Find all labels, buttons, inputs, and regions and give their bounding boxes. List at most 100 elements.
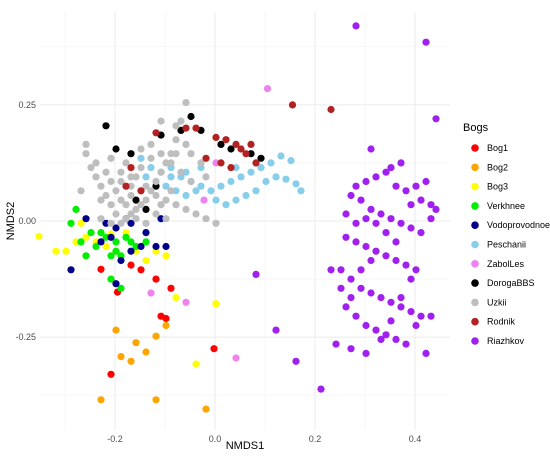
data-point-riazhkov [387, 298, 395, 306]
data-point-riazhkov [342, 210, 350, 218]
data-point-uzkii [197, 159, 205, 167]
data-point-bog1 [152, 275, 160, 283]
data-point-uzkii [92, 159, 100, 167]
data-point-riazhkov [252, 270, 260, 278]
data-point-riazhkov [372, 326, 380, 334]
data-point-peschanii [232, 164, 240, 172]
data-point-zabolles [147, 289, 155, 297]
data-point-riazhkov [357, 284, 365, 292]
data-point-uzkii [117, 196, 125, 204]
data-point-riazhkov [382, 168, 390, 176]
data-point-peschanii [297, 187, 305, 195]
data-point-riazhkov [367, 289, 375, 297]
data-point-riazhkov [347, 275, 355, 283]
data-point-riazhkov [347, 345, 355, 353]
data-point-riazhkov [352, 182, 360, 190]
data-point-bog1 [107, 370, 115, 378]
data-point-uzkii [202, 215, 210, 223]
data-point-bog3 [102, 242, 110, 251]
data-point-uzkii [107, 177, 115, 186]
data-point-peschanii [162, 182, 170, 190]
data-point-bog2 [112, 326, 120, 334]
data-point-uzkii [132, 215, 140, 223]
data-point-uzkii [127, 191, 135, 200]
data-point-riazhkov [432, 115, 440, 123]
data-point-uzkii [187, 177, 195, 186]
data-point-uzkii [152, 177, 160, 186]
data-point-uzkii [132, 173, 140, 181]
data-point-rodnik [212, 133, 220, 141]
data-point-vodoprovodnoe [112, 280, 120, 288]
legend-key-bog3 [471, 182, 479, 191]
data-point-riazhkov [392, 238, 400, 246]
data-point-uzkii [147, 187, 155, 195]
data-point-riazhkov [427, 201, 435, 209]
data-point-rodnik [137, 187, 145, 195]
data-point-verkhnee [67, 219, 75, 227]
data-point-rodnik [237, 145, 245, 153]
data-point-peschanii [287, 157, 295, 165]
x-axis-title: NMDS1 [226, 440, 265, 452]
data-point-bog2 [202, 405, 210, 413]
data-point-uzkii [172, 201, 180, 209]
legend-key-rodnik [471, 317, 479, 326]
legend-title: Bogs [463, 122, 489, 134]
legend-key-uzkii [471, 298, 479, 307]
data-point-bog1 [157, 312, 165, 320]
data-point-peschanii [197, 182, 205, 190]
data-point-bog3 [35, 232, 43, 240]
data-point-riazhkov [392, 335, 400, 343]
data-point-uzkii [172, 122, 180, 130]
data-point-uzkii [137, 164, 145, 172]
data-point-verkhnee [142, 238, 150, 246]
data-point-dorogabbs [217, 140, 225, 148]
data-point-uzkii [182, 99, 190, 107]
data-point-uzkii [132, 205, 140, 213]
data-point-riazhkov [342, 303, 350, 311]
data-point-verkhnee [132, 242, 140, 251]
data-point-bog3 [82, 233, 90, 241]
data-point-riazhkov [367, 205, 375, 213]
legend-label-vodoprovodnoe: Vodoprovodnoe [487, 220, 550, 230]
data-point-vodoprovodnoe [137, 242, 145, 251]
data-point-peschanii [222, 201, 230, 209]
data-point-riazhkov [377, 210, 385, 218]
data-point-riazhkov [417, 229, 425, 237]
data-point-dorogabbs [142, 205, 150, 213]
x-tick-labels: -0.2 0.0 0.2 0.4 [107, 434, 421, 444]
data-point-peschanii [267, 159, 275, 167]
data-point-uzkii [142, 219, 150, 227]
data-point-riazhkov [357, 266, 365, 274]
data-point-rodnik [252, 159, 260, 167]
legend-key-bog2 [471, 163, 479, 172]
data-point-riazhkov [352, 238, 360, 246]
data-point-uzkii [152, 210, 160, 218]
data-point-verkhnee [77, 238, 85, 246]
data-point-verkhnee [102, 233, 110, 241]
data-point-peschanii [182, 168, 190, 176]
data-point-uzkii [172, 150, 180, 158]
data-point-uzkii [127, 182, 135, 190]
legend-label-bog1: Bog1 [487, 143, 508, 153]
data-point-uzkii [102, 191, 110, 200]
data-point-uzkii [122, 201, 130, 209]
x-tick-label: 0.4 [409, 434, 422, 444]
data-point-dorogabbs [127, 150, 135, 158]
data-point-riazhkov [362, 321, 370, 330]
data-point-peschanii [142, 173, 150, 181]
data-point-dorogabbs [227, 145, 235, 153]
data-point-zabolles [232, 354, 240, 362]
data-point-riazhkov [332, 340, 340, 348]
y-axis-title: NMDS2 [5, 202, 17, 241]
legend-label-peschanii: Peschanii [487, 240, 526, 250]
data-point-riazhkov [422, 349, 430, 357]
data-point-bog2 [117, 353, 125, 361]
data-point-verkhnee [112, 247, 120, 255]
data-point-uzkii [87, 164, 95, 172]
data-point-dorogabbs [112, 145, 120, 153]
data-point-uzkii [187, 150, 195, 158]
data-point-uzkii [117, 219, 125, 227]
data-point-verkhnee [107, 252, 115, 260]
data-point-riazhkov [382, 252, 390, 260]
